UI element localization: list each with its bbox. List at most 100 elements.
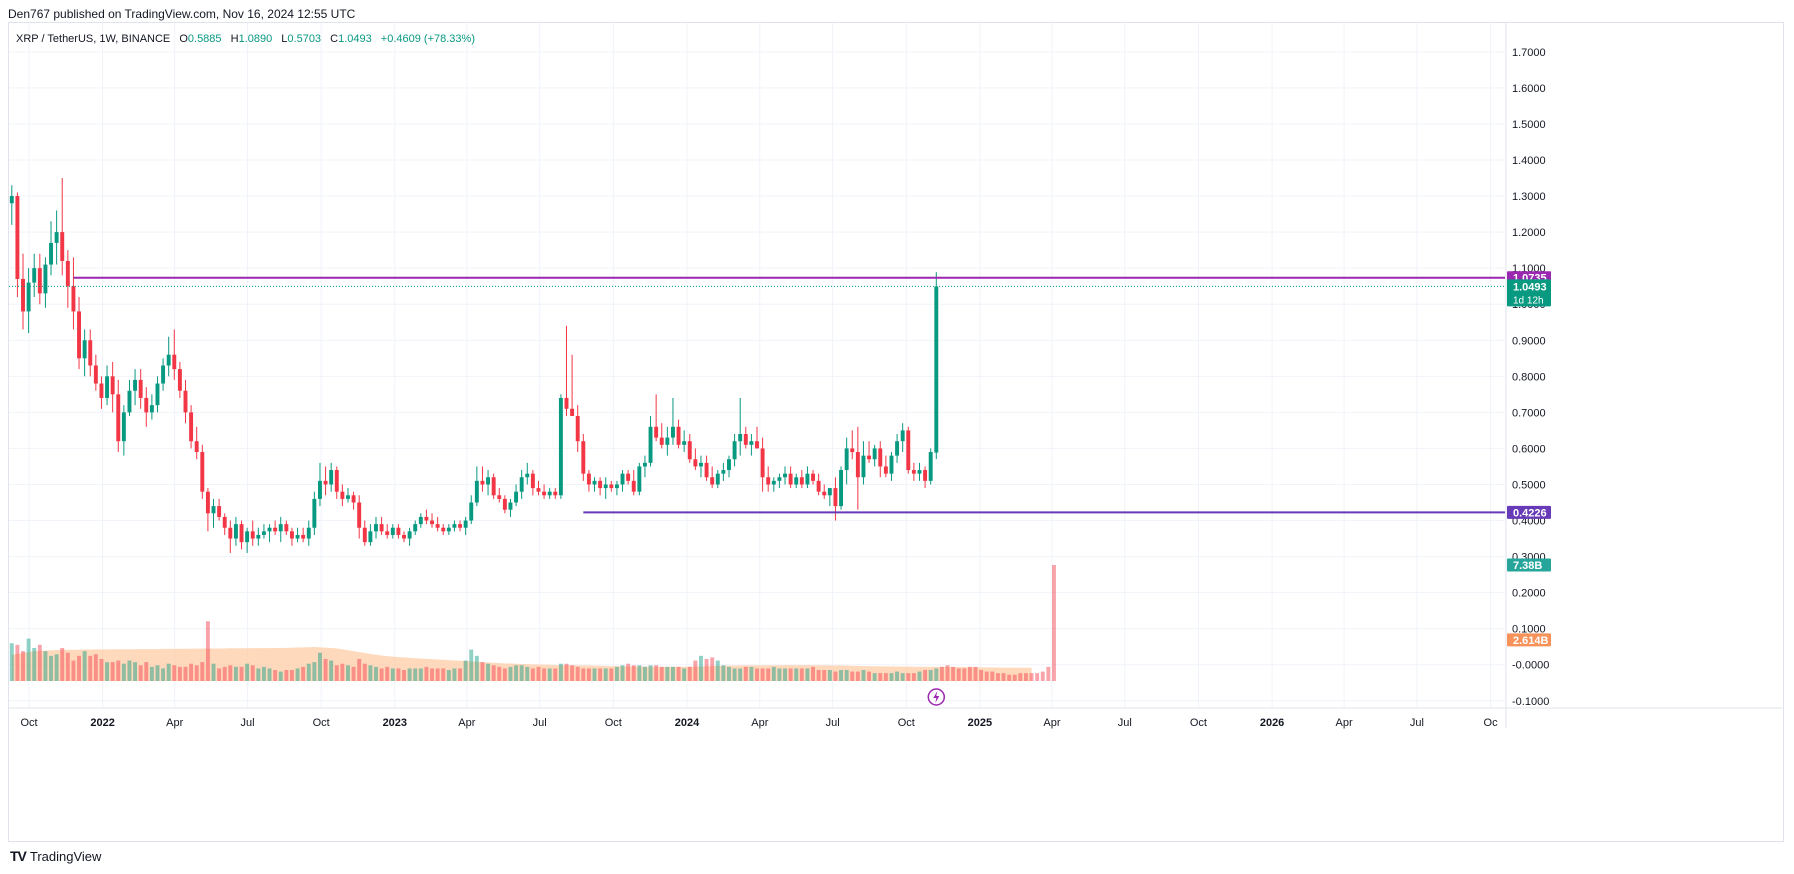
candle-body [82, 340, 87, 359]
volume-bar [121, 663, 126, 681]
volume-badge-bg [1507, 558, 1551, 572]
time-tick-label: Jul [240, 717, 254, 729]
last-price-badge: 1.0493 [1513, 281, 1547, 293]
candle-body [581, 441, 586, 474]
volume-bar [760, 668, 765, 681]
candle-body [390, 527, 395, 535]
volume-bar [93, 654, 98, 681]
footer-brand[interactable]: TV TradingView [10, 848, 101, 864]
candle-body [351, 495, 356, 503]
volume-bar [21, 651, 25, 681]
candle-body [9, 196, 14, 204]
candle-body [21, 278, 25, 312]
candle-body [777, 477, 782, 481]
price-tick-label: 1.2000 [1512, 227, 1546, 239]
volume-bar [665, 666, 670, 681]
volume-bar [289, 669, 294, 681]
volume-bar [547, 668, 552, 681]
candle-body [368, 531, 373, 543]
candle-body [105, 376, 110, 398]
volume-bar [979, 669, 984, 681]
volume-bar [228, 665, 233, 681]
volume-bar [637, 665, 642, 681]
candle-body [435, 524, 440, 528]
candle-body [486, 477, 491, 485]
candle-body [536, 488, 541, 492]
support-badge: 0.4226 [1513, 507, 1547, 519]
candle-body [458, 524, 463, 528]
price-tick-label: 1.7000 [1512, 47, 1546, 59]
candle-body [844, 448, 849, 471]
volume-bar [446, 669, 451, 681]
candle-body [306, 527, 311, 539]
candle-body [889, 455, 894, 474]
volume-bar [995, 673, 1000, 681]
candle-body [228, 527, 233, 539]
candle-body [273, 527, 278, 532]
candle-body [771, 480, 776, 485]
candle-body [441, 527, 446, 532]
candle-body [872, 448, 877, 460]
candle-body [93, 365, 98, 384]
volume-bar [233, 666, 238, 681]
volume-bar [1051, 564, 1056, 681]
candle-body [760, 448, 765, 478]
candle-body [614, 484, 619, 489]
time-tick-label: Apr [166, 717, 183, 729]
candle-body [749, 441, 754, 445]
candle-body [592, 480, 597, 485]
candle-body [312, 498, 317, 528]
candle-body [676, 426, 681, 445]
volume-bar [906, 673, 911, 681]
volume-bar [390, 668, 395, 681]
volume-bar [37, 644, 42, 681]
volume-bar [211, 663, 216, 681]
volume-bar [749, 666, 754, 681]
volume-bar [155, 665, 160, 681]
volume-bar [396, 668, 401, 681]
price-tick-label: 0.7000 [1512, 407, 1546, 419]
volume-bar [71, 660, 76, 681]
symbol-name[interactable]: XRP / TetherUS, 1W, BINANCE [16, 33, 171, 45]
volume-bar [721, 665, 726, 681]
candle-body [704, 462, 709, 478]
price-tick-label: 0.8000 [1512, 371, 1546, 383]
candle-body [71, 286, 76, 312]
candle-body [715, 473, 720, 485]
support-badge-bg [1507, 505, 1551, 519]
volume-bar [166, 663, 171, 681]
candle-body [738, 434, 743, 442]
candle-body [833, 488, 838, 507]
price-tick-label: 0.5000 [1512, 479, 1546, 491]
candle-body [424, 516, 429, 521]
chart-frame[interactable] [8, 22, 1784, 842]
candle-body [194, 441, 199, 453]
volume-bar [116, 660, 121, 681]
candle-body [553, 491, 558, 496]
candle-body [200, 452, 205, 492]
candle-body [37, 268, 42, 294]
volume-bar [82, 651, 87, 681]
candle-body [502, 498, 507, 510]
volume-bar [519, 665, 524, 681]
volume-bar [374, 666, 378, 681]
volume-bar [480, 662, 485, 681]
volume-bar [351, 666, 356, 681]
candle-body [900, 430, 905, 442]
time-tick-label: Oct [1190, 717, 1207, 729]
lightning-glyph [933, 691, 940, 703]
candle-body [295, 534, 300, 539]
candle-body [340, 491, 345, 499]
volume-bar [861, 669, 866, 681]
volume-bar [654, 665, 659, 681]
candle-body [659, 437, 664, 445]
candle-body [329, 470, 334, 485]
volume-bar [486, 663, 491, 681]
volume-bar [788, 668, 793, 681]
volume-bar [631, 665, 636, 681]
volume-bar [833, 671, 838, 681]
time-tick-label: Oct [605, 717, 622, 729]
time-tick-label: Oc [1484, 717, 1499, 729]
candle-body [895, 441, 900, 456]
